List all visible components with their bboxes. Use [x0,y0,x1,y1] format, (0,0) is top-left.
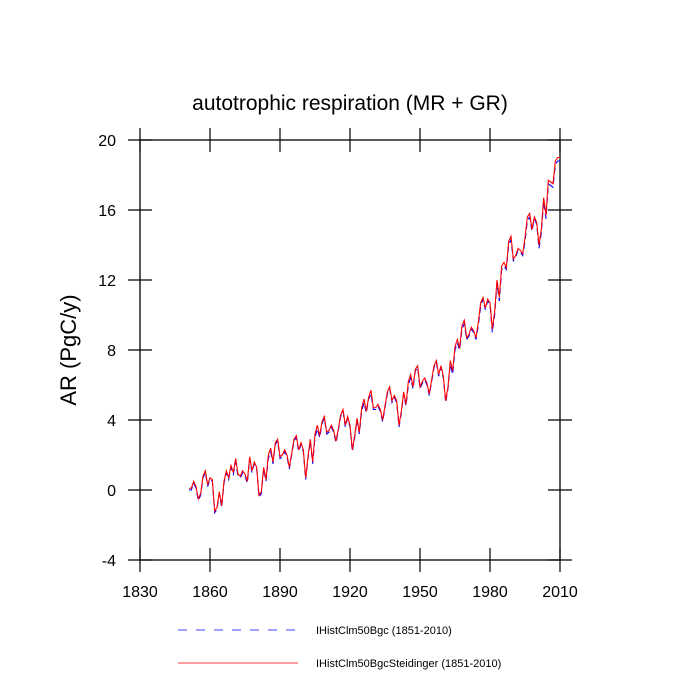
y-tick-label: 12 [98,273,116,290]
legend-label: IHistClm50Bgc (1851-2010) [316,625,452,637]
y-tick-label: 8 [107,343,116,360]
y-tick-label: 4 [107,413,116,430]
y-tick-label: 0 [107,483,116,500]
y-tick-label: 20 [98,133,116,150]
x-tick-label: 1890 [262,584,298,601]
legend-label: IHistClm50BgcSteidinger (1851-2010) [316,658,501,670]
x-tick-label: 1980 [472,584,508,601]
y-tick-label: -4 [102,553,116,570]
series-line [189,156,560,513]
y-axis-label: AR (PgC/y) [56,294,81,405]
x-tick-label: 1860 [192,584,228,601]
plot-frame [139,139,561,561]
x-tick-label: 1920 [332,584,368,601]
x-tick-label: 1830 [122,584,158,601]
x-tick-label: 1950 [402,584,438,601]
y-tick-label: 16 [98,203,116,220]
series-line [189,160,560,515]
x-tick-label: 2010 [542,584,578,601]
chart-title: autotrophic respiration (MR + GR) [192,92,508,115]
